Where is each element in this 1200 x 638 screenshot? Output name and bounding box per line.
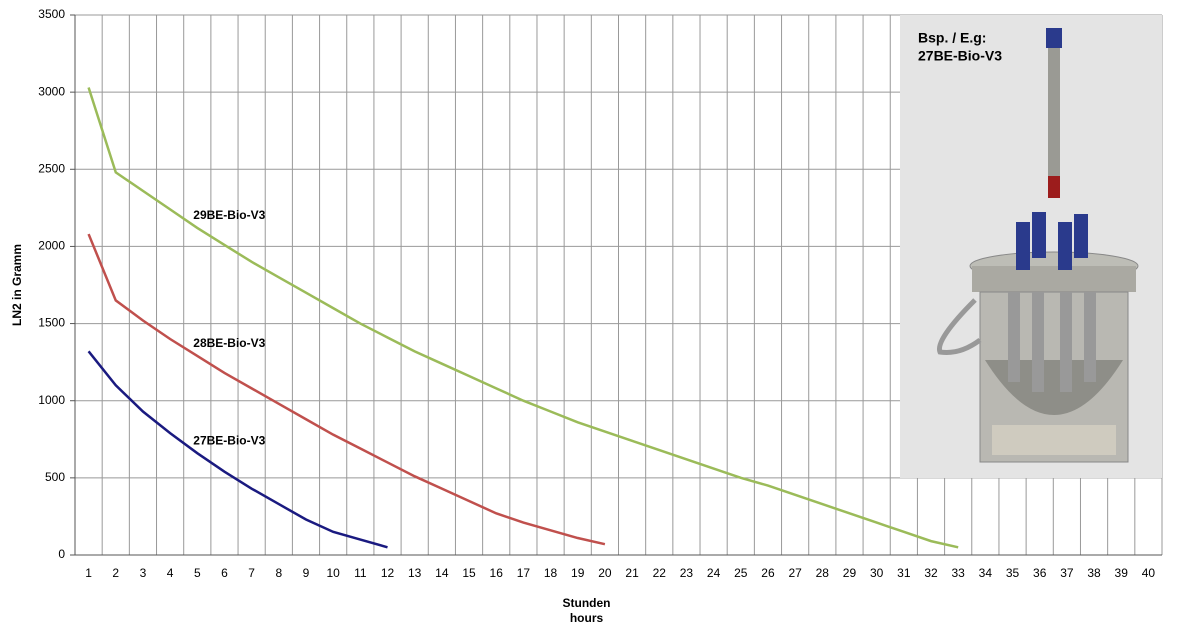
x-axis-label: hours — [570, 611, 604, 625]
x-tick-label: 2 — [112, 566, 119, 580]
image-handle — [936, 298, 982, 355]
x-tick-label: 17 — [517, 566, 531, 580]
x-tick-label: 1 — [85, 566, 92, 580]
x-tick-label: 37 — [1060, 566, 1074, 580]
series-label: 27BE-Bio-V3 — [193, 433, 265, 447]
y-tick-label: 3000 — [38, 84, 65, 98]
x-tick-label: 40 — [1142, 566, 1156, 580]
x-tick-label: 14 — [435, 566, 449, 580]
x-tick-label: 22 — [653, 566, 667, 580]
inset-text: Bsp. / E.g: — [918, 30, 986, 46]
image-rod — [1008, 292, 1020, 382]
image-cap — [1016, 222, 1030, 270]
x-tick-label: 15 — [462, 566, 476, 580]
image-rod — [1032, 292, 1044, 392]
x-tick-label: 25 — [734, 566, 748, 580]
x-tick-label: 39 — [1115, 566, 1129, 580]
image-rim — [972, 266, 1136, 292]
x-tick-label: 23 — [680, 566, 694, 580]
x-tick-label: 28 — [816, 566, 830, 580]
x-tick-label: 36 — [1033, 566, 1047, 580]
x-tick-label: 3 — [140, 566, 147, 580]
x-tick-label: 12 — [381, 566, 395, 580]
x-tick-label: 21 — [625, 566, 639, 580]
image-base — [992, 425, 1116, 455]
x-tick-label: 38 — [1087, 566, 1101, 580]
x-tick-label: 18 — [544, 566, 558, 580]
y-tick-label: 1000 — [38, 393, 65, 407]
x-tick-label: 19 — [571, 566, 585, 580]
y-tick-label: 3500 — [38, 7, 65, 21]
x-tick-label: 16 — [490, 566, 504, 580]
x-tick-label: 10 — [326, 566, 340, 580]
x-tick-label: 34 — [979, 566, 993, 580]
series-label: 29BE-Bio-V3 — [193, 208, 265, 222]
x-tick-label: 26 — [761, 566, 775, 580]
x-tick-label: 5 — [194, 566, 201, 580]
line — [87, 233, 606, 546]
image-cap — [1032, 212, 1046, 258]
y-tick-label: 1500 — [38, 316, 65, 330]
image-cap — [1074, 214, 1088, 258]
x-tick-label: 24 — [707, 566, 721, 580]
x-tick-label: 30 — [870, 566, 884, 580]
y-tick-label: 500 — [45, 470, 65, 484]
x-tick-label: 11 — [354, 566, 367, 580]
y-tick-label: 2500 — [38, 161, 65, 175]
y-tick-label: 0 — [58, 547, 65, 561]
product-image: Bsp. / E.g: 27BE-Bio-V3 — [900, 15, 1162, 478]
y-tick-label: 2000 — [38, 239, 65, 253]
line — [87, 87, 959, 549]
line — [87, 350, 388, 549]
image-rod — [1060, 292, 1072, 392]
image-rod — [1084, 292, 1096, 382]
x-tick-label: 13 — [408, 566, 422, 580]
image-cap — [1058, 222, 1072, 270]
image-tube-bottom — [1048, 176, 1060, 198]
x-tick-label: 8 — [275, 566, 282, 580]
series-label: 28BE-Bio-V3 — [193, 336, 265, 350]
x-tick-label: 29 — [843, 566, 857, 580]
x-tick-label: 31 — [897, 566, 911, 580]
x-tick-label: 4 — [167, 566, 174, 580]
x-tick-label: 33 — [952, 566, 966, 580]
x-tick-label: 6 — [221, 566, 228, 580]
x-tick-label: 27 — [788, 566, 802, 580]
x-tick-label: 20 — [598, 566, 612, 580]
y-axis-label: LN2 in Gramm — [10, 244, 24, 326]
x-tick-label: 35 — [1006, 566, 1020, 580]
image-tube — [1048, 48, 1060, 178]
x-axis-label: Stunden — [563, 596, 611, 610]
x-tick-label: 32 — [924, 566, 938, 580]
inset-text: 27BE-Bio-V3 — [918, 48, 1002, 64]
x-tick-label: 7 — [248, 566, 255, 580]
x-tick-label: 9 — [303, 566, 310, 580]
image-cap — [1046, 28, 1062, 48]
